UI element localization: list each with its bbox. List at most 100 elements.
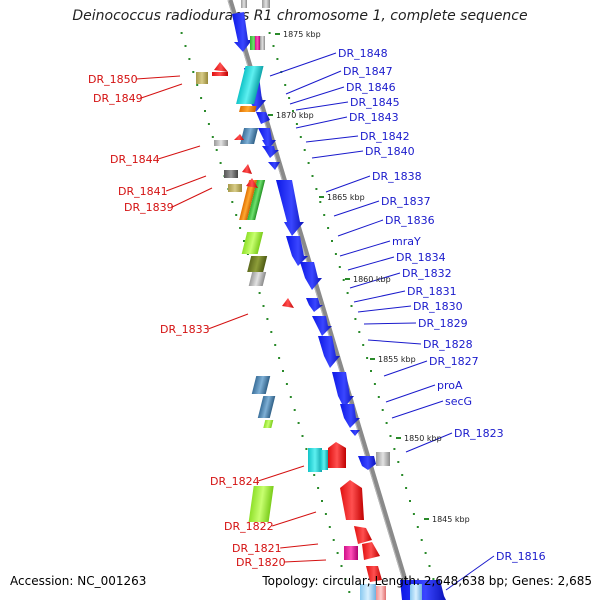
gene-block-dr-1832[interactable] (248, 272, 267, 286)
gene-block-dr-1849[interactable] (196, 72, 208, 84)
gene-label-forward[interactable]: DR_1836 (385, 214, 435, 227)
gene-label-reverse[interactable]: DR_1822 (224, 520, 274, 533)
gene-arrow-reverse[interactable] (234, 134, 244, 140)
gene-label-reverse[interactable]: DR_1850 (88, 73, 138, 86)
track-dot (348, 591, 351, 593)
gene-arrow-reverse-dr-1822[interactable] (340, 480, 364, 520)
gene-label-forward[interactable]: secG (445, 395, 472, 408)
gene-label-forward[interactable]: DR_1816 (496, 550, 546, 563)
gene-arrow-forward[interactable] (232, 12, 252, 52)
gene-label-forward[interactable]: DR_1828 (423, 338, 473, 351)
gene-arrow-forward[interactable] (258, 128, 276, 150)
gene-arrow-forward[interactable] (262, 146, 279, 158)
gene-block[interactable] (241, 0, 247, 8)
track-dot (373, 383, 376, 385)
gene-label-forward[interactable]: DR_1837 (381, 195, 431, 208)
gene-label-forward[interactable]: DR_1831 (407, 285, 457, 298)
gene-label-reverse[interactable]: DR_1844 (110, 153, 160, 166)
gene-arrow-forward[interactable] (306, 298, 323, 312)
gene-block-dr-1834[interactable] (247, 256, 268, 272)
gene-label-reverse[interactable]: DR_1841 (118, 185, 168, 198)
gene-block-dr-1842[interactable] (240, 128, 259, 144)
gene-label-forward[interactable]: DR_1842 (360, 130, 410, 143)
gene-arrow-forward[interactable] (300, 262, 322, 290)
gene-block-dr-1823[interactable] (376, 452, 390, 466)
gene-arrow-reverse[interactable] (366, 566, 382, 582)
gene-arrow-forward[interactable] (350, 430, 360, 436)
gene-arrow-forward[interactable] (312, 316, 332, 336)
gene-label-forward[interactable]: DR_1823 (454, 427, 504, 440)
gene-arrow-reverse-dr-1850[interactable] (214, 62, 228, 72)
leader-line (357, 305, 412, 313)
gene-label-forward[interactable]: DR_1830 (413, 300, 463, 313)
track-dot (207, 123, 210, 125)
gene-label-forward[interactable]: DR_1843 (349, 111, 399, 124)
gene-label-reverse[interactable]: DR_1833 (160, 323, 210, 336)
gene-block[interactable] (262, 0, 270, 8)
gene-label-forward[interactable]: DR_1838 (372, 170, 422, 183)
gene-label-forward[interactable]: DR_1848 (338, 47, 388, 60)
gene-block-dr-1838[interactable] (239, 180, 258, 220)
gene-block-dr-1837[interactable] (247, 180, 266, 220)
gene-arrow-reverse[interactable] (242, 164, 252, 174)
gene-block[interactable] (410, 584, 422, 600)
gene-block-dr-1844[interactable] (214, 140, 228, 146)
gene-arrow-forward[interactable] (286, 236, 308, 266)
gene-label-reverse[interactable]: DR_1824 (210, 475, 260, 488)
gene-arrow-reverse[interactable] (354, 526, 372, 544)
gene-block-mray[interactable] (241, 232, 264, 254)
gene-label-forward[interactable]: DR_1847 (343, 65, 393, 78)
gene-block[interactable] (250, 36, 257, 50)
scale-tick-label: 1845 kbp (432, 515, 470, 524)
gene-label-forward[interactable]: DR_1832 (402, 267, 452, 280)
track-dot (336, 552, 339, 554)
gene-label-forward[interactable]: proA (437, 379, 463, 392)
gene-label-forward[interactable]: DR_1829 (418, 317, 468, 330)
gene-label-forward[interactable]: DR_1846 (346, 81, 396, 94)
gene-block-proa[interactable] (251, 376, 271, 394)
scale-tick-label: 1850 kbp (404, 434, 442, 443)
gene-arrow-reverse[interactable] (246, 178, 258, 188)
gene-arrow-reverse-dr-1833[interactable] (282, 298, 294, 308)
gene-arrow-forward[interactable] (268, 162, 280, 170)
gene-label-forward[interactable]: DR_1827 (429, 355, 479, 368)
gene-label-forward[interactable]: DR_1840 (365, 145, 415, 158)
gene-block-secg[interactable] (257, 396, 276, 418)
track-dot (344, 578, 347, 580)
gene-block-dr-1820[interactable] (344, 546, 358, 560)
gene-block-dr-1841[interactable] (224, 170, 238, 178)
gene-block[interactable] (376, 586, 386, 600)
gene-label-reverse[interactable]: DR_1839 (124, 201, 174, 214)
gene-arrow-forward[interactable] (358, 456, 376, 470)
gene-block[interactable] (360, 584, 376, 600)
gene-arrow-reverse-dr-1821[interactable] (362, 542, 380, 560)
gene-block-dr-1847[interactable] (236, 66, 264, 104)
gene-arrow-forward[interactable] (332, 372, 354, 408)
gene-block-dr-1839[interactable] (228, 184, 242, 192)
gene-block-dr-1845[interactable] (239, 106, 257, 112)
gene-label-forward[interactable]: mraY (392, 235, 421, 248)
scale-tick-label: 1870 kbp (276, 111, 314, 120)
gene-arrow-forward[interactable] (276, 180, 304, 236)
gene-label-forward[interactable]: DR_1845 (350, 96, 400, 109)
track-dot (340, 565, 343, 567)
gene-label-reverse[interactable]: DR_1820 (236, 556, 286, 569)
gene-arrow-forward[interactable] (340, 404, 360, 428)
leader-line (339, 240, 391, 257)
gene-arrow-reverse-dr-1824[interactable] (328, 442, 346, 468)
gene-block[interactable] (263, 420, 274, 428)
gene-block[interactable] (320, 450, 328, 470)
gene-label-forward[interactable]: DR_1834 (396, 251, 446, 264)
leader-line (391, 400, 444, 419)
gene-label-reverse[interactable]: DR_1821 (232, 542, 282, 555)
gene-block[interactable] (308, 448, 322, 472)
gene-block[interactable] (248, 486, 274, 522)
gene-block[interactable] (260, 36, 265, 50)
gene-arrow-forward[interactable] (318, 336, 340, 368)
leader-line (305, 135, 359, 143)
gene-block[interactable] (255, 36, 260, 50)
gene-arrow-forward[interactable] (256, 112, 270, 124)
gene-arrow-reverse[interactable] (212, 72, 228, 76)
track-dot (266, 318, 269, 320)
gene-label-reverse[interactable]: DR_1849 (93, 92, 143, 105)
